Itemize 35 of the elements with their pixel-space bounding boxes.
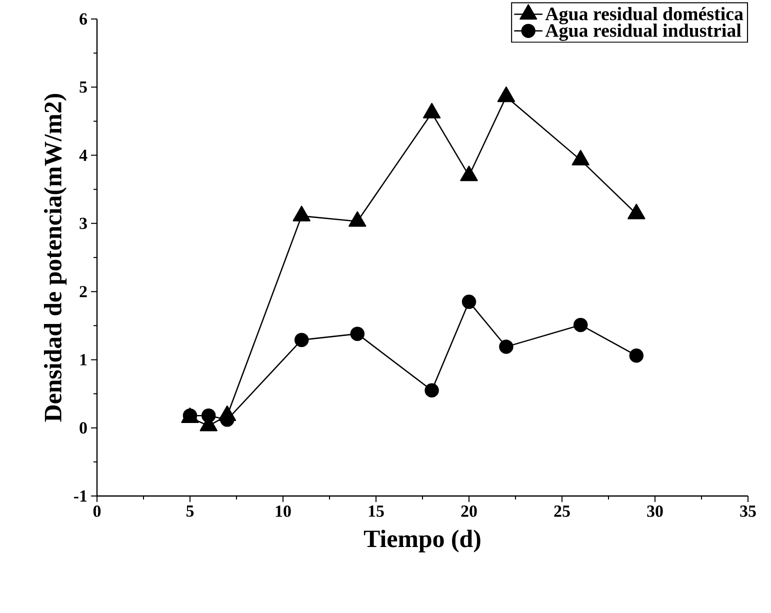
point (572, 150, 590, 166)
point (628, 204, 646, 220)
y-tick-label: 4 (79, 150, 88, 161)
legend-label: Agua residual industrial (545, 24, 742, 41)
y-tick-label: -1 (74, 490, 87, 502)
point (422, 102, 441, 118)
point (294, 332, 309, 348)
point (460, 166, 478, 182)
legend-label: Agua residual doméstica (545, 6, 744, 24)
x-tick-label: 30 (647, 505, 663, 517)
x-tick-label: 20 (461, 505, 477, 517)
y-tick-label: 6 (80, 13, 87, 25)
y-axis-title: Densidad de potencia(mW/m2) (44, 94, 67, 422)
point (201, 408, 216, 423)
point (292, 206, 310, 222)
x-tick-label: 25 (554, 505, 570, 517)
x-tick-label: 0 (93, 505, 101, 517)
x-tick-label: 15 (368, 505, 384, 517)
point (497, 86, 516, 102)
y-tick-label: 2 (80, 286, 87, 298)
x-tick-label: 5 (186, 505, 194, 517)
y-tick-label: 0 (80, 422, 87, 434)
point (462, 294, 476, 309)
x-tick-label: 10 (276, 505, 291, 517)
x-tick-label: 35 (740, 505, 756, 517)
x-axis-title: Tiempo (d) (364, 530, 480, 552)
point (350, 326, 365, 341)
y-tick-label: 5 (80, 82, 87, 93)
point (629, 348, 644, 363)
point (424, 383, 439, 398)
y-tick-label: 1 (80, 354, 87, 366)
point (573, 318, 588, 332)
point (499, 340, 514, 354)
point (348, 211, 366, 227)
y-tick-label: 3 (80, 218, 87, 230)
